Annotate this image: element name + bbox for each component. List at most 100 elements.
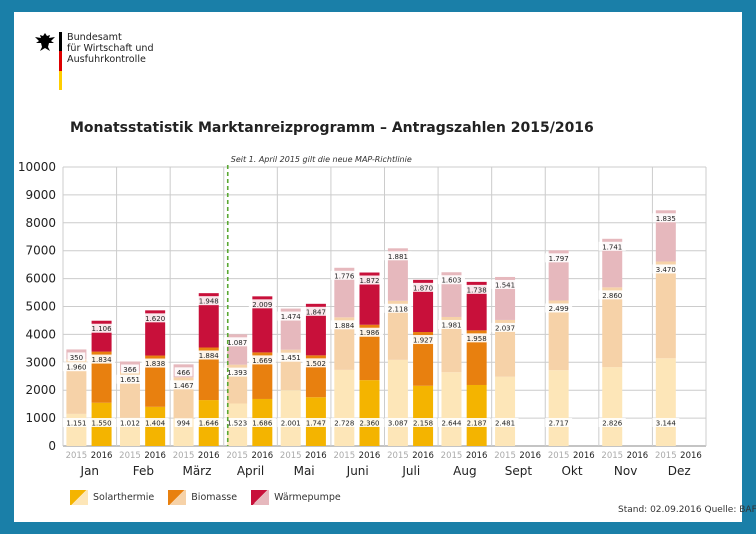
year-tick-label: 2015 [66,451,88,461]
data-label: 2.499 [549,305,569,313]
organization-name: Bundesamt für Wirtschaft und Ausfuhrkont… [67,32,187,65]
data-label: 350 [70,354,83,362]
bafa-logo: Bundesamt für Wirtschaft und Ausfuhrkont… [14,12,174,92]
data-label-bg [545,253,573,263]
bar-segment [495,319,516,377]
data-label-bg [88,418,116,427]
eagle-icon [35,33,55,51]
data-label-bg [463,284,491,294]
data-label-bg [277,311,305,321]
chart-legend: Solarthermie Biomasse Wärmepumpe [70,490,355,505]
month-label: Okt [561,464,582,478]
data-label: 2.158 [413,420,433,428]
data-label-bg [409,418,437,427]
year-tick-label: 2015 [387,451,409,461]
bar-segment [441,316,462,373]
data-label: 2.644 [441,420,462,428]
month-label: Juni [346,464,369,478]
bar-segment [198,347,219,401]
data-label: 1.927 [413,337,433,345]
data-label-bg [174,367,193,377]
year-tick-label: 2016 [412,451,434,461]
data-label: 1.620 [145,315,165,323]
bar-segment [334,317,355,370]
bar-segment [387,300,408,360]
data-label: 1.881 [388,253,408,261]
data-label: 1.012 [120,420,140,428]
annotation-text: Seit 1. April 2015 gilt die neue MAP-Ric… [231,155,412,164]
bar-segment [602,367,623,446]
bar-segment [655,210,676,262]
data-label: 1.948 [199,298,219,306]
data-label-bg [384,303,412,313]
y-tick-label: 10000 [18,160,56,174]
year-tick-label: 2016 [466,451,488,461]
legend-label-solarthermie: Solarthermie [93,492,155,503]
month-label: Jan [80,464,100,478]
data-label: 3.144 [656,420,677,428]
data-label-bg [141,418,169,427]
data-label-bg [277,352,305,362]
data-label-bg [88,323,116,333]
data-label: 2.826 [602,420,623,428]
y-tick-label: 4000 [25,327,56,341]
data-label: 1.151 [66,420,86,428]
month-label: April [237,464,264,478]
data-label-bg [88,354,116,364]
year-tick-label: 2015 [441,451,463,461]
year-tick-label: 2016 [91,451,113,461]
data-label-bg [223,418,251,427]
y-tick-label: 7000 [25,244,56,258]
bar-segment [466,330,487,385]
data-label-bg [491,279,519,289]
data-label: 2.360 [359,420,379,428]
data-label: 1.741 [602,243,622,251]
bar-segment [145,355,166,407]
bar-segment [66,359,87,414]
year-tick-label: 2015 [601,451,623,461]
bar-segment [548,370,569,446]
y-tick-label: 1000 [25,411,56,425]
data-label-bg [170,380,198,390]
data-label: 1.986 [359,329,380,337]
bar-segment [252,296,273,353]
data-label: 1.872 [359,277,379,285]
year-tick-label: 2015 [280,451,302,461]
data-label: 1.651 [120,376,140,384]
month-label: Feb [133,464,154,478]
bar-segment [466,384,487,446]
data-label-bg [409,335,437,345]
bar-segment [359,380,380,446]
year-tick-label: 2016 [627,451,649,461]
data-label: 2.860 [602,292,622,300]
org-line-2: für Wirtschaft und [67,43,154,54]
bar-segment [413,385,434,446]
data-label: 1.550 [92,420,112,428]
data-label: 2.001 [281,420,301,428]
source-label: Quelle: BAFA [704,505,756,515]
month-label: Dez [668,464,691,478]
data-label: 1.541 [495,281,515,289]
data-label-bg [437,418,465,427]
data-label-bg [545,303,573,313]
data-label-bg [652,213,680,223]
data-label: 1.870 [413,284,433,292]
data-label: 1.646 [199,420,220,428]
data-label: 1.404 [145,420,166,428]
month-label: Mai [294,464,315,478]
legend-item-biomasse: Biomasse [168,490,237,505]
stand-date: Stand: 02.09.2016 [618,505,702,515]
month-label: Juli [401,464,420,478]
data-label: 1.451 [281,354,301,362]
bar-segment [334,369,355,446]
data-label: 3.470 [656,266,676,274]
chart-frame: Bundesamt für Wirtschaft und Ausfuhrkont… [14,12,756,522]
data-label-bg [598,418,626,427]
year-tick-label: 2015 [226,451,248,461]
german-flag-stripe [59,32,62,90]
data-label: 1.747 [306,420,326,428]
data-label-bg [62,418,90,427]
bar-segment [359,272,380,325]
legend-swatch-solarthermie [70,490,88,505]
data-label: 1.087 [227,339,247,347]
